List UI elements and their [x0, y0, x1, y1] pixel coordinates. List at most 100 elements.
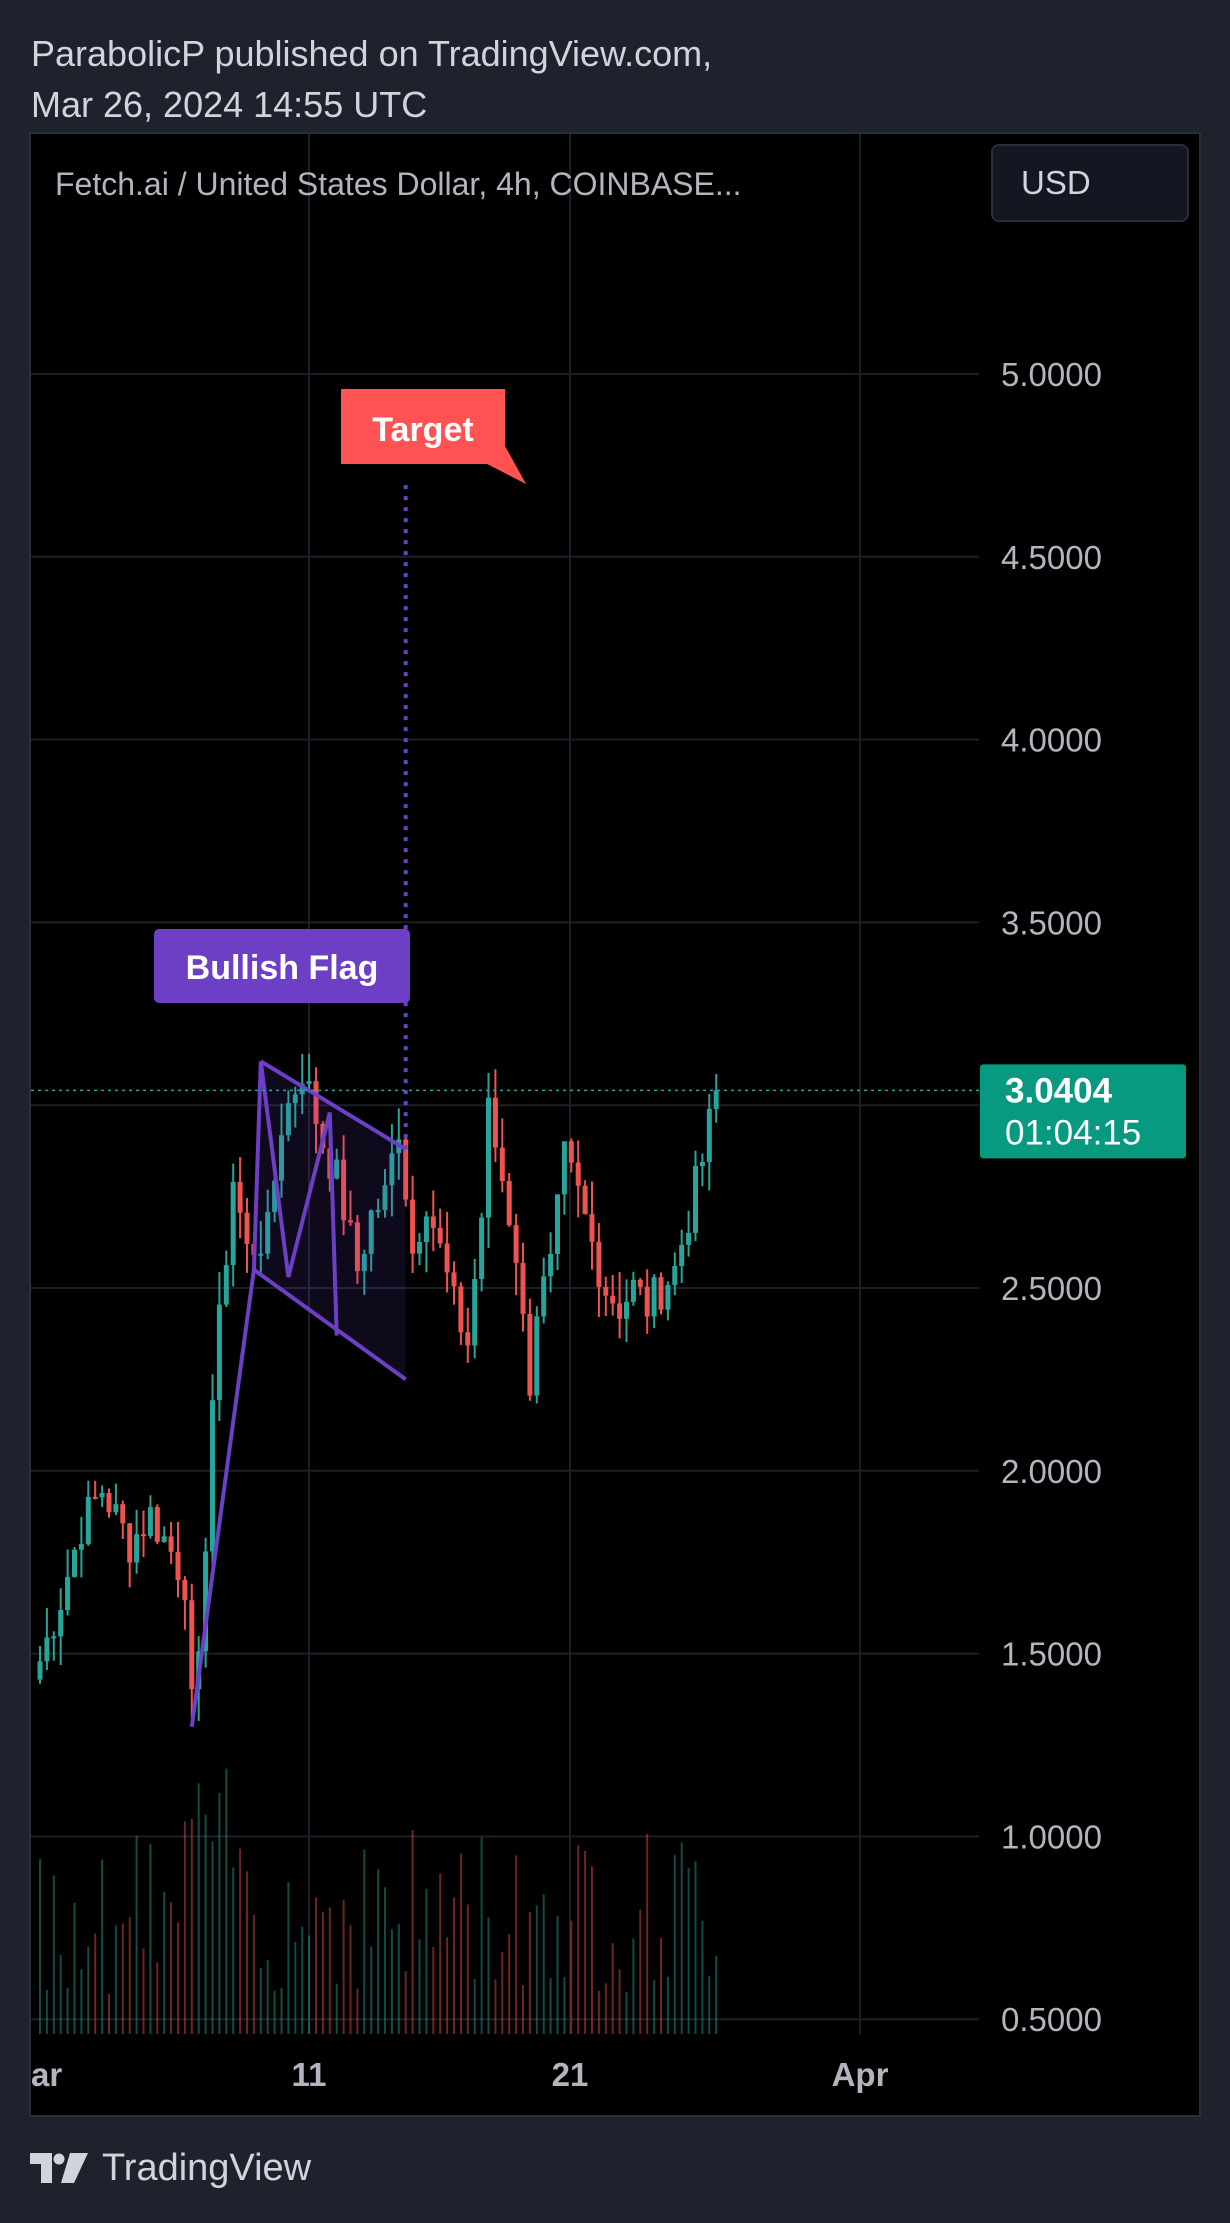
volume-bar	[94, 1933, 97, 2034]
candle-body	[679, 1244, 685, 1266]
candle-body	[313, 1081, 319, 1124]
volume-bar	[459, 1853, 462, 2034]
candle-body	[568, 1141, 574, 1163]
candle-body	[299, 1083, 305, 1095]
candle-body	[44, 1637, 50, 1662]
volume-bar	[363, 1849, 366, 2034]
volume-bar	[114, 1925, 117, 2034]
candle-body	[292, 1094, 298, 1104]
volume-bar	[453, 1897, 455, 2034]
candle-body	[334, 1159, 340, 1179]
tradingview-brand[interactable]: TradingView	[30, 2144, 311, 2192]
candle-body	[486, 1097, 491, 1218]
candle-body	[72, 1549, 77, 1577]
volume-bar	[156, 1962, 159, 2034]
candle-body	[527, 1313, 533, 1396]
volume-bar	[604, 1983, 607, 2034]
volume-bar	[301, 1926, 304, 2034]
volume-bar	[480, 1837, 483, 2034]
candle-body	[85, 1496, 91, 1545]
volume-bar	[397, 1923, 400, 2034]
volume-bar	[308, 1935, 311, 2034]
volume-bar	[577, 1845, 580, 2034]
chart-frame[interactable]: 5.0000 4.5000 4.0000 3.5000 2.5000 2.0000 1.50…	[29, 132, 1201, 2117]
candle-body	[479, 1217, 485, 1280]
volume-bar	[390, 1929, 393, 2034]
volume-bar	[52, 1875, 55, 2034]
candle-body	[513, 1225, 519, 1263]
candle-body	[210, 1400, 215, 1552]
y-tick-label: 1.5000	[1001, 1636, 1102, 1673]
x-tick-label: 21	[552, 2056, 589, 2093]
volume-bar	[522, 1985, 524, 2034]
volume-bar	[708, 1975, 711, 2034]
volume-bar	[687, 1868, 690, 2034]
candle-body	[617, 1303, 623, 1319]
candle-body	[161, 1536, 167, 1542]
candle-body	[624, 1301, 629, 1319]
volume-bar	[680, 1842, 683, 2034]
volume-bar	[487, 1917, 490, 2034]
candle-body	[444, 1243, 450, 1273]
volume-bar	[252, 1914, 255, 2034]
volume-bar	[328, 1907, 331, 2034]
volume-bar	[473, 1979, 476, 2034]
volume-bar	[432, 1947, 435, 2034]
candle-body	[285, 1103, 291, 1136]
volume-bar	[280, 1988, 283, 2034]
volume-bar	[418, 1939, 421, 2034]
y-tick-label: 2.5000	[1001, 1270, 1102, 1307]
candle-body	[417, 1241, 422, 1254]
candle-body	[603, 1286, 609, 1296]
volume-bar	[273, 1990, 276, 2034]
volume-bar	[439, 1873, 442, 2034]
publish-date: Mar 26, 2024 14:55 UTC	[31, 84, 428, 125]
candle-body	[230, 1181, 236, 1266]
candle-body	[127, 1523, 133, 1563]
candle-body	[451, 1272, 457, 1287]
volume-bar	[625, 1991, 628, 2034]
candle-body	[154, 1507, 160, 1542]
volume-bar	[673, 1855, 676, 2034]
candle-body	[189, 1600, 195, 1690]
volume-bar	[101, 1859, 104, 2034]
volume-bar	[528, 1911, 531, 2034]
candle-body	[506, 1180, 512, 1226]
candle-body	[596, 1241, 602, 1287]
target-label: Target	[372, 411, 473, 449]
volume-bar	[335, 1983, 338, 2034]
bullish-flag-box	[154, 929, 410, 1003]
candle-body	[472, 1279, 478, 1346]
volume-bar	[570, 1920, 573, 2034]
candle-body	[120, 1504, 126, 1524]
price-chart[interactable]: 5.0000 4.5000 4.0000 3.5000 2.5000 2.0000 1.50…	[31, 134, 1201, 2117]
y-tick-label: 4.0000	[1001, 722, 1102, 759]
candle-body	[265, 1211, 271, 1254]
volume-bar	[377, 1869, 380, 2034]
candle-body	[630, 1279, 636, 1302]
x-tick-label: ar	[31, 2056, 62, 2093]
volume-bar	[266, 1959, 269, 2034]
candle-body	[423, 1216, 429, 1242]
volume-bar	[466, 1904, 469, 2034]
volume-bar	[618, 1969, 621, 2034]
candle-body	[520, 1262, 526, 1314]
volume-bar	[632, 1938, 635, 2034]
volume-bar	[515, 1855, 518, 2034]
volume-bar	[87, 1946, 90, 2034]
volume-bar	[321, 1911, 324, 2034]
candle-body	[244, 1212, 250, 1244]
volume-bar	[611, 1943, 614, 2034]
candle-body	[223, 1265, 229, 1305]
volume-bar	[259, 1967, 262, 2034]
candle-body	[575, 1162, 581, 1186]
y-tick-label: 1.0000	[1001, 1818, 1102, 1855]
publish-header: ParabolicP published on TradingView.com,…	[31, 28, 712, 130]
currency-button[interactable]: USD	[991, 144, 1189, 222]
candle-body	[541, 1276, 547, 1317]
y-tick-label: 2.0000	[1001, 1453, 1102, 1490]
volume-bar	[542, 1894, 545, 2034]
candle-body	[665, 1285, 671, 1310]
candle-body	[699, 1161, 705, 1166]
volume-bar	[294, 1942, 297, 2034]
